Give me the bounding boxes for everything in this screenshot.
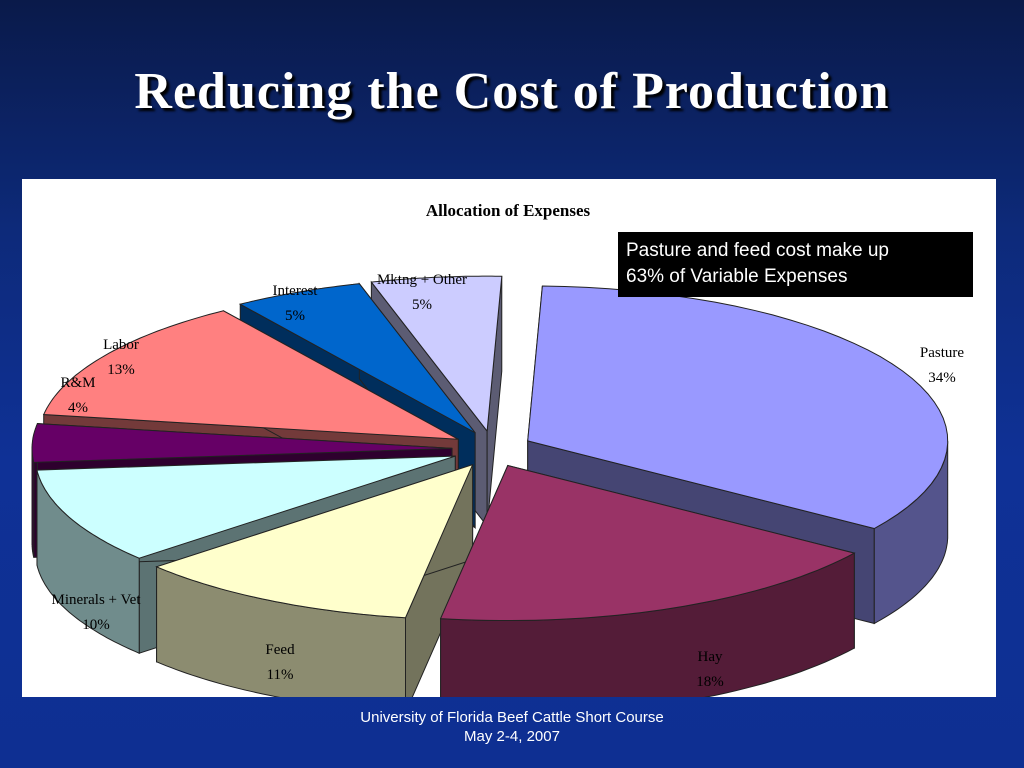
slide-title: Reducing the Cost of Production (134, 63, 890, 120)
slice-value-interest: 5% (285, 308, 305, 324)
slice-label-r-m: R&M (60, 375, 95, 391)
slice-label-hay: Hay (698, 649, 723, 665)
slice-value-minerals-vet: 10% (82, 617, 110, 633)
pie-slice-hay (439, 464, 856, 697)
slice-value-labor: 13% (107, 362, 135, 378)
callout-line-1: Pasture and feed cost make up (626, 240, 889, 261)
footer-line-1: University of Florida Beef Cattle Short … (360, 709, 664, 726)
callout-box: Pasture and feed cost make up 63% of Var… (618, 232, 973, 297)
callout-line-2: 63% of Variable Expenses (626, 266, 848, 287)
slide-footer: University of Florida Beef Cattle Short … (0, 708, 1024, 746)
pie-slice-feed (155, 463, 474, 697)
slice-value-pasture: 34% (928, 370, 956, 386)
slice-label-mktng-other: Mktng + Other (377, 272, 467, 288)
slice-label-feed: Feed (265, 642, 295, 658)
slice-value-mktng-other: 5% (412, 297, 432, 313)
pie-chart: Allocation of Expenses Pasture 34% Hay 18% F… (31, 201, 965, 697)
chart-title: Allocation of Expenses (426, 201, 591, 220)
slice-value-feed: 11% (267, 667, 294, 683)
slice-value-hay: 18% (696, 674, 724, 690)
slice-label-minerals-vet: Minerals + Vet (51, 592, 141, 608)
slice-label-interest: Interest (273, 283, 319, 299)
slice-label-labor: Labor (103, 337, 139, 353)
chart-panel: Allocation of Expenses Pasture 34% Hay 18% F… (22, 179, 996, 697)
footer-line-2: May 2-4, 2007 (464, 728, 560, 745)
slice-value-r-m: 4% (68, 400, 88, 416)
slice-label-pasture: Pasture (920, 345, 965, 361)
